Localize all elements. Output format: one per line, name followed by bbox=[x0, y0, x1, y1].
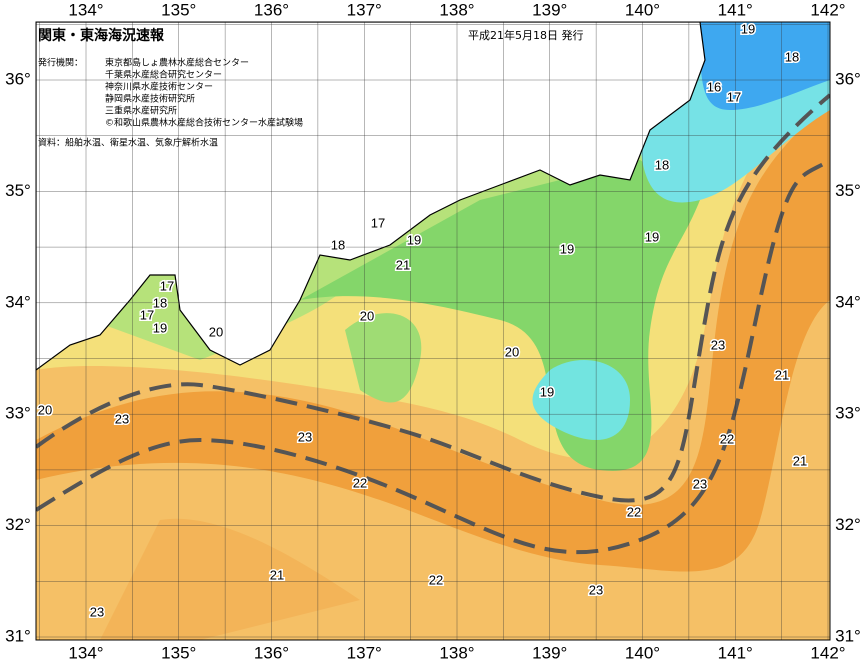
issuer: 東京都島しょ農林水産総合センター bbox=[105, 57, 249, 69]
contour-label: 21 bbox=[270, 567, 284, 582]
issuer: 静岡県水産技術研究所 bbox=[105, 93, 195, 105]
contour-label: 17 bbox=[371, 215, 385, 230]
longitude-label: 135° bbox=[161, 0, 196, 19]
latitude-label: 33° bbox=[835, 404, 861, 423]
longitude-label: 136° bbox=[254, 643, 289, 662]
contour-label: 19 bbox=[540, 384, 554, 399]
map-frame bbox=[35, 21, 831, 641]
contour-label: 16 bbox=[707, 79, 721, 94]
longitude-label: 134° bbox=[68, 643, 103, 662]
longitude-label: 142° bbox=[810, 0, 845, 19]
issuer: 千葉県水産総合研究センター bbox=[105, 69, 222, 81]
issuer: 神奈川県水産技術センター bbox=[105, 81, 213, 93]
issuer: 三重県水産研究所 bbox=[105, 105, 177, 117]
labels: 134° 134° 135° 135° 136° 136° 137° 137° 138° 138°… bbox=[5, 0, 861, 662]
grid bbox=[36, 22, 830, 640]
contour-label: 18 bbox=[331, 237, 345, 252]
longitude-label: 142° bbox=[810, 643, 845, 662]
latitude-label: 36° bbox=[5, 69, 31, 88]
latitude-label: 34° bbox=[5, 292, 31, 311]
source: 資料：船舶水温、衛星水温、気象庁解析水温 bbox=[38, 137, 218, 149]
contour-label: 21 bbox=[775, 367, 789, 382]
latitude-label: 33° bbox=[5, 404, 31, 423]
contour-label: 19 bbox=[153, 320, 167, 335]
contour-label: 23 bbox=[589, 582, 603, 597]
longitude-label: 140° bbox=[625, 643, 660, 662]
longitude-label: 139° bbox=[532, 643, 567, 662]
contour-label: 22 bbox=[720, 431, 734, 446]
contour-label: 17 bbox=[140, 307, 154, 322]
contour-label: 17 bbox=[727, 89, 741, 104]
latitude-label: 35° bbox=[835, 181, 861, 200]
contour-label: 22 bbox=[627, 504, 641, 519]
contour-label: 22 bbox=[353, 475, 367, 490]
contour-label: 19 bbox=[407, 232, 421, 247]
title: 関東・東海海況速報 bbox=[38, 27, 165, 44]
map-area bbox=[36, 22, 830, 640]
contour-label: 23 bbox=[90, 604, 104, 619]
sea-zone bbox=[100, 518, 360, 640]
longitude-label: 139° bbox=[532, 0, 567, 19]
contour-label: 21 bbox=[793, 453, 807, 468]
kuroshio-north bbox=[36, 93, 830, 503]
land bbox=[36, 22, 706, 371]
contour-label: 19 bbox=[741, 21, 755, 36]
contour-label: 20 bbox=[38, 402, 52, 417]
latitude-label: 32° bbox=[835, 515, 861, 534]
longitude-label: 141° bbox=[718, 643, 753, 662]
latitude-label: 36° bbox=[835, 69, 861, 88]
latitude-label: 35° bbox=[5, 181, 31, 200]
date: 平成21年5月18日 発行 bbox=[468, 28, 584, 42]
contour-label: 19 bbox=[645, 229, 659, 244]
latitude-label: 31° bbox=[835, 626, 861, 645]
sea-warmest bbox=[36, 100, 830, 572]
contour-label: 20 bbox=[360, 308, 374, 323]
longitude-label: 137° bbox=[347, 0, 382, 19]
longitude-label: 134° bbox=[68, 0, 103, 19]
longitude-label: 137° bbox=[347, 643, 382, 662]
longitude-label: 136° bbox=[254, 0, 289, 19]
contour-label: 18 bbox=[655, 157, 669, 172]
sea-blue bbox=[700, 22, 830, 110]
sea-cyan bbox=[532, 360, 630, 440]
contour-label: 20 bbox=[505, 344, 519, 359]
contour-label: 21 bbox=[396, 257, 410, 272]
kuroshio-south bbox=[36, 158, 830, 555]
contour-label: 23 bbox=[115, 411, 129, 426]
longitude-label: 138° bbox=[439, 643, 474, 662]
contour-label: 19 bbox=[560, 241, 574, 256]
issuers-label: 発行機関： bbox=[38, 57, 83, 69]
contour-label: 17 bbox=[160, 278, 174, 293]
latitude-label: 32° bbox=[5, 515, 31, 534]
issuer: ©和歌山県農林水産総合技術センター水産試験場 bbox=[105, 117, 303, 129]
longitude-label: 138° bbox=[439, 0, 474, 19]
contour-label: 18 bbox=[153, 295, 167, 310]
latitude-label: 34° bbox=[835, 292, 861, 311]
contour-label: 18 bbox=[785, 49, 799, 64]
contour-label: 23 bbox=[298, 429, 312, 444]
contour-label: 23 bbox=[693, 476, 707, 491]
longitude-label: 135° bbox=[161, 643, 196, 662]
longitude-label: 140° bbox=[625, 0, 660, 19]
contour-label: 23 bbox=[711, 337, 725, 352]
contour-label: 20 bbox=[209, 324, 223, 339]
latitude-label: 31° bbox=[5, 626, 31, 645]
contour-label: 22 bbox=[429, 572, 443, 587]
longitude-label: 141° bbox=[718, 0, 753, 19]
